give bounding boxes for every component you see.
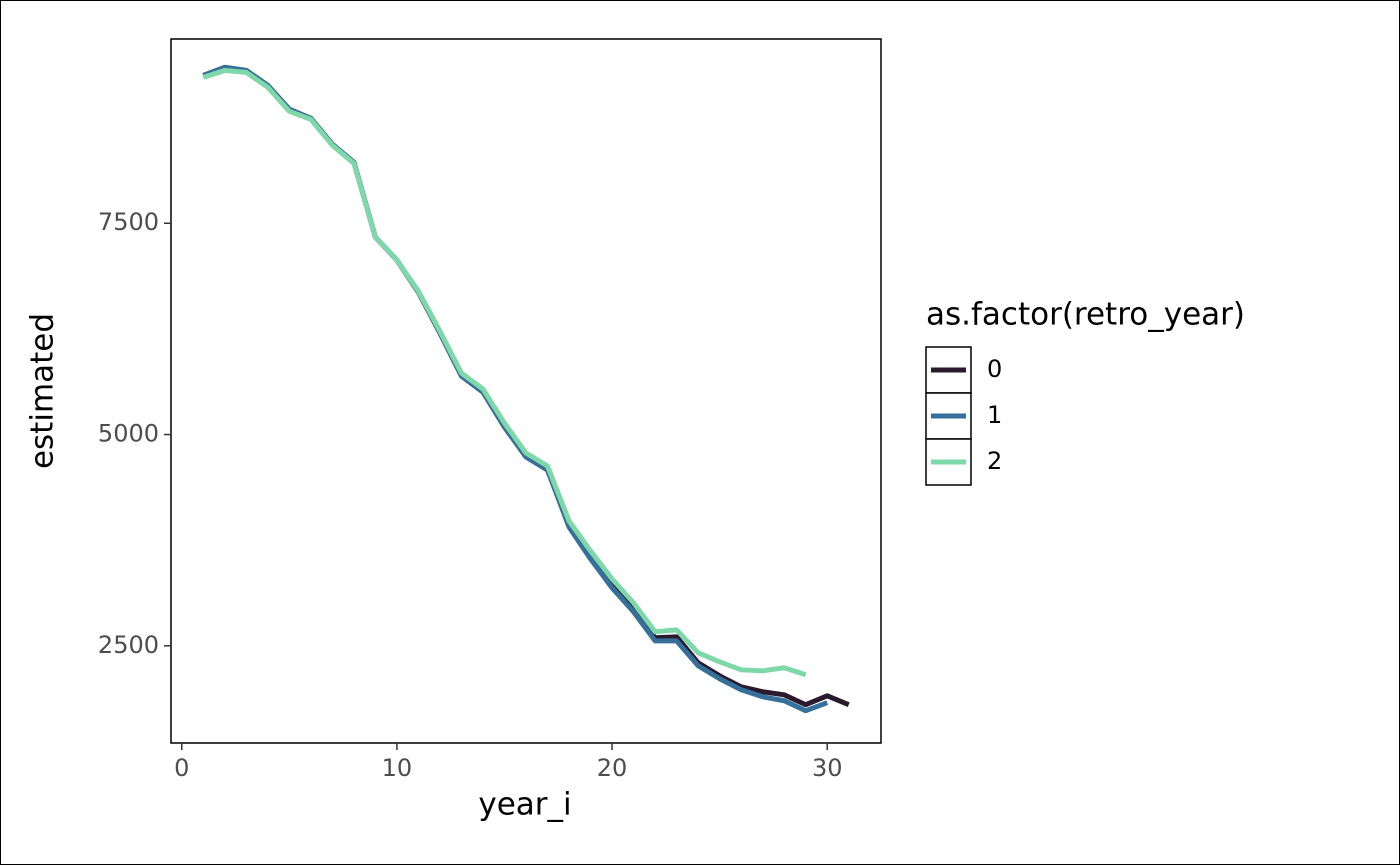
legend-title: as.factor(retro_year): [926, 297, 1245, 333]
y-tick-label: 5000: [98, 420, 159, 448]
series-line: [202, 67, 807, 678]
x-tick-label: 0: [174, 754, 189, 782]
panel-border: [170, 38, 882, 744]
legend-label: 0: [987, 355, 1002, 383]
legend-label: 2: [987, 447, 1002, 475]
x-tick-label: 30: [812, 754, 843, 782]
x-tick-label: 20: [597, 754, 628, 782]
y-axis-title: estimated: [25, 313, 61, 469]
x-tick-label: 10: [382, 754, 413, 782]
legend-label: 1: [987, 401, 1002, 429]
y-tick-label: 2500: [98, 631, 159, 659]
y-tick-label: 7500: [98, 208, 159, 236]
x-axis-title: year_i: [478, 787, 571, 823]
